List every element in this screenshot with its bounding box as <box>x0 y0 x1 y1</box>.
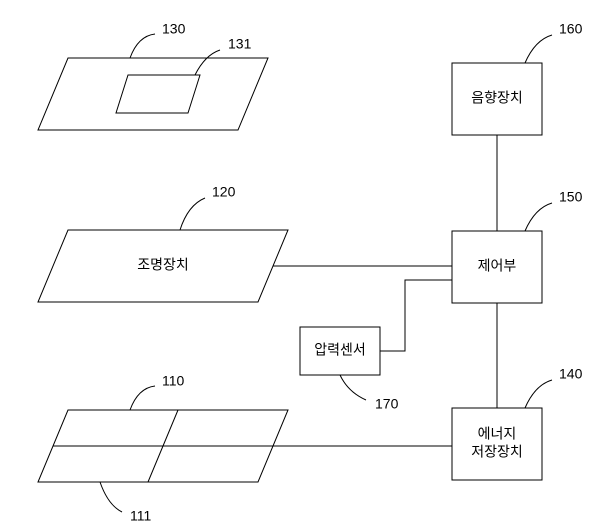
energy_storage-label2: 저장장치 <box>471 444 523 460</box>
leader-line <box>525 203 552 231</box>
leader-line <box>525 35 552 63</box>
lighting-device-ref: 120 <box>212 184 236 200</box>
leader-line <box>180 198 205 230</box>
leader-line <box>100 482 122 512</box>
leader-line <box>130 386 155 410</box>
pressure_sensor-label: 압력센서 <box>314 342 366 358</box>
sound_device-label: 음향장치 <box>471 90 523 106</box>
controller-ref: 150 <box>559 189 583 205</box>
lighting-device-label: 조명장치 <box>137 257 189 273</box>
pressure_sensor-ref: 170 <box>375 396 399 412</box>
energy-panel-subref: 111 <box>130 508 151 524</box>
controller-label: 제어부 <box>478 258 517 274</box>
edge <box>380 280 452 351</box>
display-panel-inner <box>116 75 200 113</box>
leader-line <box>340 375 366 400</box>
display-panel-ref: 130 <box>162 21 186 37</box>
leader-line <box>525 380 552 408</box>
leader-line <box>130 34 155 58</box>
energy_storage-label1: 에너지 <box>478 426 517 442</box>
energy_storage-ref: 140 <box>559 366 583 382</box>
display-panel-subref: 131 <box>228 36 252 52</box>
sound_device-ref: 160 <box>559 21 583 37</box>
energy-panel-ref: 110 <box>162 373 185 389</box>
